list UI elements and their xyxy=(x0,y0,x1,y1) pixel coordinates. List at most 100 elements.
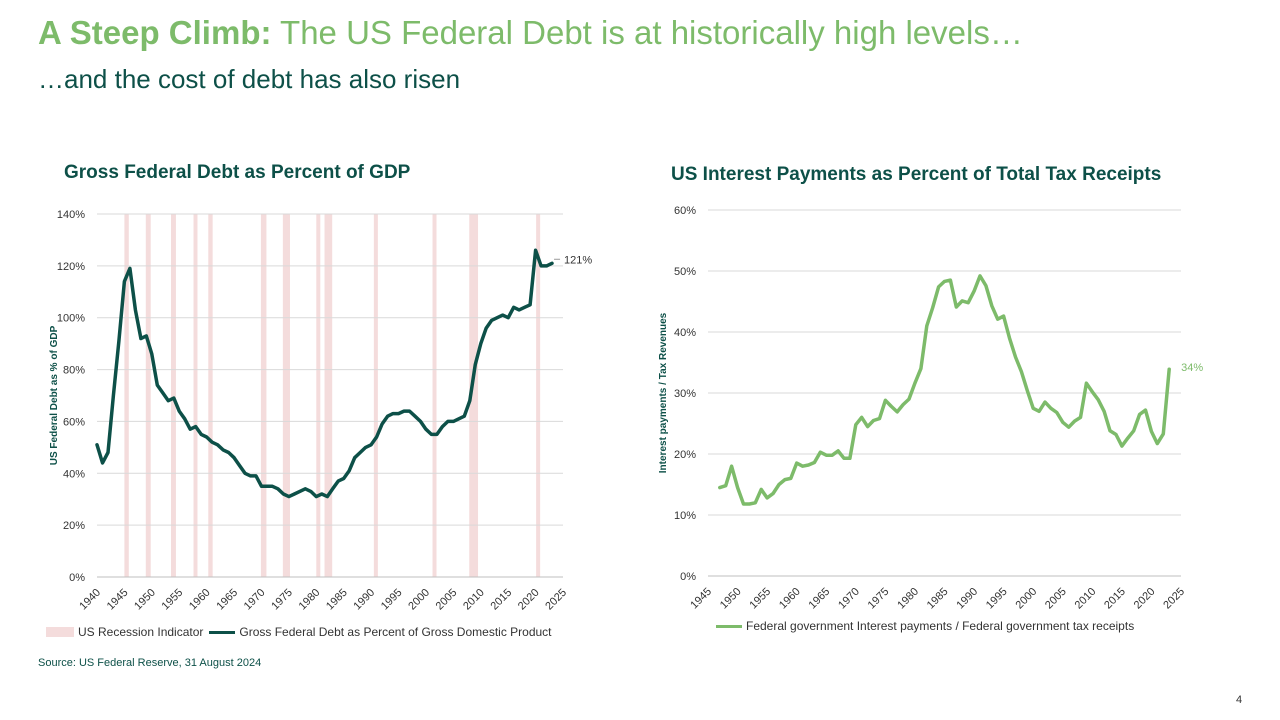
data-point-1966 xyxy=(238,464,241,467)
data-point-1971 xyxy=(860,416,863,419)
x-tick-label-9: 1990 xyxy=(954,586,980,612)
data-point-1999 xyxy=(419,420,422,423)
data-point-2016 xyxy=(1126,436,1130,440)
data-point-1972 xyxy=(271,485,274,488)
data-point-1968 xyxy=(842,457,846,460)
data-point-1957 xyxy=(777,483,781,486)
data-point-2016 xyxy=(512,306,515,309)
data-point-2018 xyxy=(523,306,526,309)
data-point-1985 xyxy=(342,477,345,480)
recession-band-7 xyxy=(316,214,321,577)
data-point-1941 xyxy=(101,461,104,465)
legend-recession-label: US Recession Indicator xyxy=(78,625,204,639)
x-tick-label-11: 2000 xyxy=(1014,586,1040,612)
data-point-2005 xyxy=(452,420,455,423)
y-tick-label-6: 120% xyxy=(57,261,85,273)
interest-chart-legend: Federal government Interest payments / F… xyxy=(716,619,1134,633)
data-point-1950 xyxy=(736,486,739,489)
x-tick-label-7: 1980 xyxy=(895,586,921,612)
data-point-2018 xyxy=(1138,413,1141,416)
data-point-1943 xyxy=(112,394,115,397)
data-point-1960 xyxy=(795,461,798,465)
data-point-1944 xyxy=(117,339,121,343)
data-point-1996 xyxy=(402,409,406,413)
recession-band-12 xyxy=(536,214,541,577)
data-point-1963 xyxy=(813,461,816,464)
data-point-1954 xyxy=(172,396,175,400)
data-point-1991 xyxy=(375,435,378,439)
x-tick-label-16: 2025 xyxy=(1161,586,1187,612)
data-point-1976 xyxy=(890,405,893,408)
data-point-1989 xyxy=(967,301,970,304)
data-point-2017 xyxy=(517,308,521,312)
data-point-1986 xyxy=(348,469,351,472)
data-point-2009 xyxy=(1085,382,1088,385)
data-point-1962 xyxy=(807,463,810,467)
data-point-1955 xyxy=(178,409,181,413)
data-point-1961 xyxy=(210,441,214,444)
data-point-1977 xyxy=(298,490,301,493)
data-point-1973 xyxy=(276,487,280,490)
data-point-2021 xyxy=(539,264,543,268)
data-point-1992 xyxy=(984,284,988,287)
data-point-1958 xyxy=(194,425,197,428)
data-point-2011 xyxy=(485,326,488,330)
data-point-2001 xyxy=(1037,410,1041,413)
x-tick-label-4: 1965 xyxy=(807,586,833,612)
data-point-1987 xyxy=(353,456,356,459)
data-point-2003 xyxy=(441,425,444,428)
source-note: Source: US Federal Reserve, 31 August 20… xyxy=(38,657,262,669)
x-tick-label-3: 1960 xyxy=(777,586,803,612)
x-tick-label-13: 2010 xyxy=(1073,586,1099,612)
recession-band-4 xyxy=(208,214,213,577)
x-tick-label-12: 2005 xyxy=(1043,586,1069,612)
data-point-1948 xyxy=(139,337,143,340)
y-tick-label-5: 100% xyxy=(57,313,85,325)
data-point-1949 xyxy=(730,465,733,468)
legend-debt-label: Gross Federal Debt as Percent of Gross D… xyxy=(239,625,552,639)
data-point-2015 xyxy=(1120,444,1124,448)
legend-debt-swatch xyxy=(209,630,236,634)
data-point-1974 xyxy=(878,417,881,420)
data-point-1945 xyxy=(123,280,126,283)
data-point-1959 xyxy=(200,433,203,436)
data-point-2014 xyxy=(1114,433,1118,436)
y-tick-label-7: 140% xyxy=(57,209,85,221)
data-point-2019 xyxy=(1144,408,1147,412)
data-point-2007 xyxy=(463,415,466,418)
data-point-2022 xyxy=(1162,432,1165,436)
y-tick-label-0: 0% xyxy=(680,571,696,583)
x-tick-label-0: 1945 xyxy=(688,586,714,612)
data-point-2007 xyxy=(1073,419,1076,423)
data-point-1982 xyxy=(326,495,329,498)
data-point-1997 xyxy=(1014,355,1017,359)
y-tick-label-4: 80% xyxy=(63,365,85,377)
data-point-1966 xyxy=(831,454,834,457)
x-tick-label-14: 2015 xyxy=(1102,586,1128,612)
data-point-1998 xyxy=(413,415,417,418)
data-point-2013 xyxy=(496,316,499,319)
data-point-1984 xyxy=(937,285,940,289)
data-point-2002 xyxy=(435,433,439,436)
data-point-1969 xyxy=(254,474,258,478)
data-point-1954 xyxy=(760,488,763,491)
data-point-1956 xyxy=(771,492,775,495)
recession-band-0 xyxy=(124,214,129,577)
data-point-1993 xyxy=(386,415,389,418)
data-point-1977 xyxy=(896,410,899,414)
data-point-1990 xyxy=(369,443,373,446)
end-value-label: 34% xyxy=(1181,362,1203,374)
y-tick-label-3: 60% xyxy=(63,416,85,428)
data-point-1976 xyxy=(293,492,296,496)
data-point-1980 xyxy=(315,495,318,498)
data-point-1951 xyxy=(156,383,159,387)
data-point-1972 xyxy=(866,425,869,428)
data-point-1995 xyxy=(397,412,400,415)
data-point-1997 xyxy=(408,409,411,413)
data-point-1953 xyxy=(754,501,757,504)
data-point-2012 xyxy=(1102,410,1106,413)
data-point-2010 xyxy=(479,342,482,345)
data-point-1980 xyxy=(913,382,917,385)
end-value-label: 121% xyxy=(564,254,592,266)
